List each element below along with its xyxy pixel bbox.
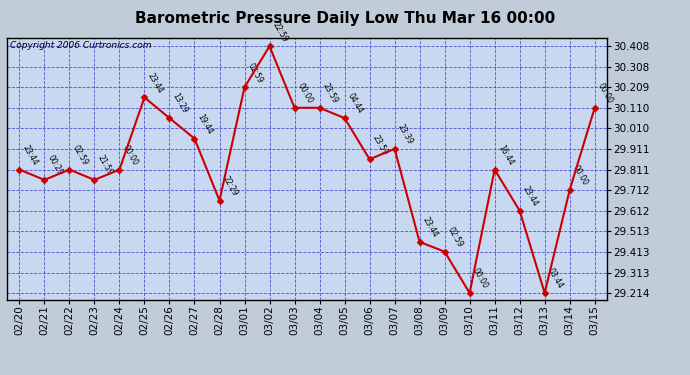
Text: 23:44: 23:44 [146,71,165,94]
Text: 23:39: 23:39 [396,123,415,146]
Text: 13:29: 13:29 [171,92,190,116]
Text: 23:44: 23:44 [21,143,39,167]
Text: 00:00: 00:00 [121,143,139,167]
Text: 04:44: 04:44 [346,92,365,116]
Text: 22:29: 22:29 [221,175,239,198]
Text: 21:59: 21:59 [96,154,115,177]
Text: 22:59: 22:59 [271,20,290,44]
Text: 00:00: 00:00 [296,81,315,105]
Text: 02:59: 02:59 [446,225,465,249]
Text: Copyright 2006 Curtronics.com: Copyright 2006 Curtronics.com [10,42,151,51]
Text: 00:00: 00:00 [571,164,590,187]
Text: 00:00: 00:00 [471,267,490,290]
Text: 00:29: 00:29 [46,154,65,177]
Text: 00:00: 00:00 [596,81,615,105]
Text: 23:44: 23:44 [421,216,440,239]
Text: 19:44: 19:44 [196,112,215,136]
Text: Barometric Pressure Daily Low Thu Mar 16 00:00: Barometric Pressure Daily Low Thu Mar 16… [135,11,555,26]
Text: 23:44: 23:44 [521,184,540,208]
Text: 23:59: 23:59 [371,133,390,156]
Text: 03:44: 03:44 [546,267,565,290]
Text: 02:59: 02:59 [246,61,265,84]
Text: 16:44: 16:44 [496,143,515,167]
Text: 02:59: 02:59 [71,143,90,167]
Text: 23:59: 23:59 [321,81,339,105]
